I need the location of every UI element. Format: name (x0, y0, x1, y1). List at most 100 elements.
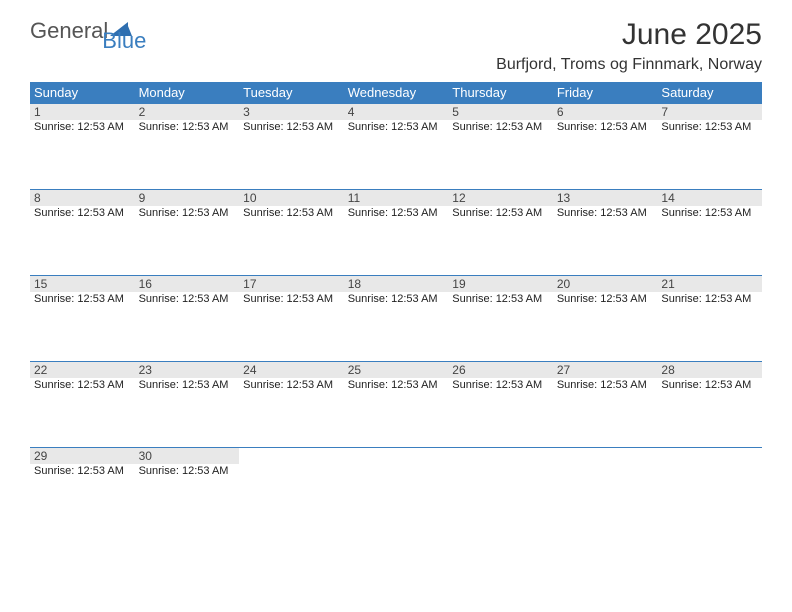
day-cell: 10Sunrise: 12:53 AM (239, 190, 344, 275)
sunrise-text: Sunrise: 12:53 AM (553, 378, 658, 392)
day-header-monday: Monday (135, 82, 240, 103)
day-number: 21 (657, 276, 762, 292)
day-cell: 12Sunrise: 12:53 AM (448, 190, 553, 275)
day-number: 22 (30, 362, 135, 378)
empty-cell (448, 448, 553, 533)
sunrise-text: Sunrise: 12:53 AM (30, 292, 135, 306)
day-number: 5 (448, 104, 553, 120)
day-number: 12 (448, 190, 553, 206)
sunrise-text: Sunrise: 12:53 AM (657, 378, 762, 392)
day-cell: 27Sunrise: 12:53 AM (553, 362, 658, 447)
day-header-saturday: Saturday (657, 82, 762, 103)
day-cell: 18Sunrise: 12:53 AM (344, 276, 449, 361)
day-cell: 22Sunrise: 12:53 AM (30, 362, 135, 447)
day-cell: 11Sunrise: 12:53 AM (344, 190, 449, 275)
sunrise-text: Sunrise: 12:53 AM (135, 206, 240, 220)
day-cell: 23Sunrise: 12:53 AM (135, 362, 240, 447)
month-title: June 2025 (496, 18, 762, 52)
logo-text-general: General (30, 18, 108, 44)
sunrise-text: Sunrise: 12:53 AM (239, 206, 344, 220)
day-header-tuesday: Tuesday (239, 82, 344, 103)
sunrise-text: Sunrise: 12:53 AM (344, 206, 449, 220)
calendar: Sunday Monday Tuesday Wednesday Thursday… (30, 82, 762, 533)
day-number: 4 (344, 104, 449, 120)
sunrise-text: Sunrise: 12:53 AM (553, 120, 658, 134)
day-cell: 2Sunrise: 12:53 AM (135, 104, 240, 189)
empty-cell (239, 448, 344, 533)
day-cell: 24Sunrise: 12:53 AM (239, 362, 344, 447)
day-cell: 9Sunrise: 12:53 AM (135, 190, 240, 275)
day-cell: 14Sunrise: 12:53 AM (657, 190, 762, 275)
day-cell: 4Sunrise: 12:53 AM (344, 104, 449, 189)
empty-cell (657, 448, 762, 533)
day-number: 7 (657, 104, 762, 120)
sunrise-text: Sunrise: 12:53 AM (657, 120, 762, 134)
day-cell: 1Sunrise: 12:53 AM (30, 104, 135, 189)
day-cell: 7Sunrise: 12:53 AM (657, 104, 762, 189)
week-row: 1Sunrise: 12:53 AM2Sunrise: 12:53 AM3Sun… (30, 103, 762, 189)
logo-text-blue: Blue (102, 28, 146, 54)
day-number: 18 (344, 276, 449, 292)
sunrise-text: Sunrise: 12:53 AM (135, 378, 240, 392)
day-number: 17 (239, 276, 344, 292)
day-cell: 8Sunrise: 12:53 AM (30, 190, 135, 275)
empty-cell (553, 448, 658, 533)
sunrise-text: Sunrise: 12:53 AM (135, 120, 240, 134)
day-number: 3 (239, 104, 344, 120)
title-block: June 2025 Burfjord, Troms og Finnmark, N… (496, 18, 762, 74)
day-number: 9 (135, 190, 240, 206)
day-cell: 17Sunrise: 12:53 AM (239, 276, 344, 361)
day-cell: 15Sunrise: 12:53 AM (30, 276, 135, 361)
day-number: 25 (344, 362, 449, 378)
day-number: 26 (448, 362, 553, 378)
day-cell: 21Sunrise: 12:53 AM (657, 276, 762, 361)
day-number: 19 (448, 276, 553, 292)
sunrise-text: Sunrise: 12:53 AM (344, 120, 449, 134)
sunrise-text: Sunrise: 12:53 AM (448, 206, 553, 220)
logo: General Blue (30, 18, 178, 44)
sunrise-text: Sunrise: 12:53 AM (30, 378, 135, 392)
empty-cell (344, 448, 449, 533)
weeks-container: 1Sunrise: 12:53 AM2Sunrise: 12:53 AM3Sun… (30, 103, 762, 533)
week-row: 22Sunrise: 12:53 AM23Sunrise: 12:53 AM24… (30, 361, 762, 447)
day-number: 23 (135, 362, 240, 378)
day-number: 13 (553, 190, 658, 206)
location: Burfjord, Troms og Finnmark, Norway (496, 56, 762, 74)
day-number: 6 (553, 104, 658, 120)
day-cell: 28Sunrise: 12:53 AM (657, 362, 762, 447)
day-number: 14 (657, 190, 762, 206)
day-header-sunday: Sunday (30, 82, 135, 103)
day-cell: 19Sunrise: 12:53 AM (448, 276, 553, 361)
day-number: 29 (30, 448, 135, 464)
sunrise-text: Sunrise: 12:53 AM (553, 206, 658, 220)
sunrise-text: Sunrise: 12:53 AM (344, 292, 449, 306)
sunrise-text: Sunrise: 12:53 AM (30, 464, 135, 478)
sunrise-text: Sunrise: 12:53 AM (657, 292, 762, 306)
day-number: 1 (30, 104, 135, 120)
sunrise-text: Sunrise: 12:53 AM (657, 206, 762, 220)
day-number: 8 (30, 190, 135, 206)
day-number: 10 (239, 190, 344, 206)
day-cell: 20Sunrise: 12:53 AM (553, 276, 658, 361)
day-number: 11 (344, 190, 449, 206)
week-row: 29Sunrise: 12:53 AM30Sunrise: 12:53 AM (30, 447, 762, 533)
sunrise-text: Sunrise: 12:53 AM (448, 378, 553, 392)
day-cell: 13Sunrise: 12:53 AM (553, 190, 658, 275)
day-number: 2 (135, 104, 240, 120)
day-number: 20 (553, 276, 658, 292)
day-header-thursday: Thursday (448, 82, 553, 103)
sunrise-text: Sunrise: 12:53 AM (448, 120, 553, 134)
day-cell: 6Sunrise: 12:53 AM (553, 104, 658, 189)
sunrise-text: Sunrise: 12:53 AM (239, 120, 344, 134)
sunrise-text: Sunrise: 12:53 AM (30, 206, 135, 220)
day-cell: 30Sunrise: 12:53 AM (135, 448, 240, 533)
sunrise-text: Sunrise: 12:53 AM (448, 292, 553, 306)
sunrise-text: Sunrise: 12:53 AM (30, 120, 135, 134)
day-header-friday: Friday (553, 82, 658, 103)
day-header-row: Sunday Monday Tuesday Wednesday Thursday… (30, 82, 762, 103)
day-number: 16 (135, 276, 240, 292)
sunrise-text: Sunrise: 12:53 AM (553, 292, 658, 306)
week-row: 15Sunrise: 12:53 AM16Sunrise: 12:53 AM17… (30, 275, 762, 361)
day-cell: 3Sunrise: 12:53 AM (239, 104, 344, 189)
sunrise-text: Sunrise: 12:53 AM (344, 378, 449, 392)
